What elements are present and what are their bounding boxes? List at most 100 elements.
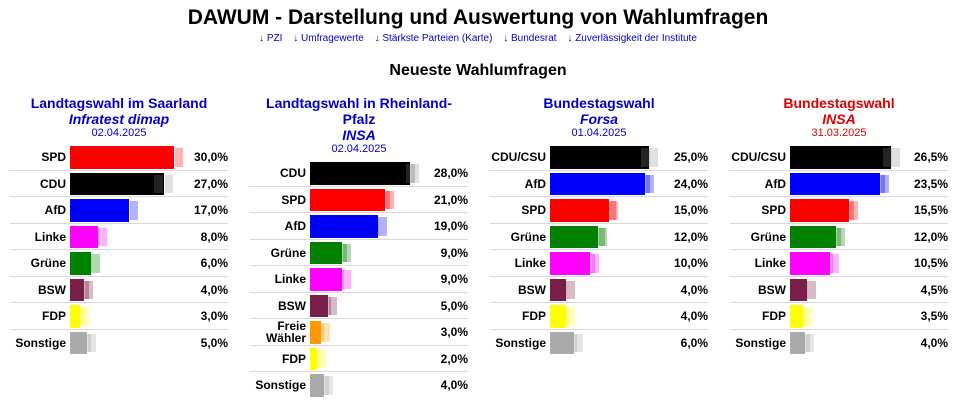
result-row: Sonstige 6,0% bbox=[490, 330, 708, 357]
result-bar bbox=[790, 331, 806, 354]
result-value: 12,0% bbox=[673, 229, 708, 244]
trend-marker bbox=[320, 376, 330, 395]
trend-marker bbox=[641, 148, 651, 167]
result-bar bbox=[70, 305, 81, 328]
result-bar bbox=[790, 172, 880, 195]
nav-link-label: Zuverlässigkeit der Institute bbox=[575, 33, 697, 44]
result-value: 27,0% bbox=[193, 176, 228, 191]
poll-panel: Landtagswahl im Saarland Infratest dimap 0… bbox=[10, 95, 228, 356]
result-row: AfD 24,0% bbox=[490, 171, 708, 198]
result-bar bbox=[310, 188, 385, 211]
nav-link-bundesrat[interactable]: ↓ Bundesrat bbox=[503, 33, 556, 44]
result-value: 4,0% bbox=[440, 378, 468, 393]
result-bar bbox=[70, 278, 84, 301]
result-row: BSW 4,0% bbox=[10, 277, 228, 304]
result-bar bbox=[790, 252, 831, 275]
poll-title[interactable]: Bundestagswahl bbox=[783, 95, 895, 111]
trend-marker bbox=[378, 217, 387, 236]
result-row: CDU/CSU 25,0% bbox=[490, 144, 708, 171]
trend-marker bbox=[343, 270, 352, 289]
result-bar bbox=[550, 278, 566, 301]
result-bar bbox=[550, 305, 566, 328]
trend-marker bbox=[797, 307, 807, 326]
trend-marker bbox=[343, 243, 352, 262]
result-bar bbox=[70, 199, 129, 222]
trend-marker bbox=[806, 333, 815, 352]
nav-link-pzi[interactable]: ↓ PZI bbox=[259, 33, 282, 44]
trend-marker bbox=[610, 201, 619, 220]
arrow-down-icon: ↓ bbox=[567, 33, 573, 44]
result-bar bbox=[790, 146, 891, 169]
trend-marker bbox=[557, 280, 567, 299]
result-row: SPD 21,0% bbox=[250, 187, 468, 214]
result-value: 8,0% bbox=[200, 229, 228, 244]
result-row: AfD 23,5% bbox=[730, 171, 948, 198]
poll-institute[interactable]: INSA bbox=[822, 111, 856, 127]
trend-marker bbox=[84, 280, 93, 299]
result-bar bbox=[790, 225, 836, 248]
trend-marker bbox=[325, 376, 334, 395]
trend-marker bbox=[334, 270, 344, 289]
trend-marker bbox=[81, 307, 90, 326]
poll-title[interactable]: Landtagswahl im Saarland bbox=[30, 95, 208, 111]
trend-marker bbox=[799, 280, 809, 299]
nav-link-umfragewerte[interactable]: ↓ Umfragewerte bbox=[293, 33, 364, 44]
result-row: Linke 9,0% bbox=[250, 266, 468, 293]
trend-marker bbox=[164, 148, 174, 167]
nav-link-zuverlaessigkeit[interactable]: ↓ Zuverlässigkeit der Institute bbox=[567, 33, 697, 44]
poll-institute[interactable]: Forsa bbox=[579, 111, 619, 127]
trend-marker bbox=[824, 254, 834, 273]
result-bar bbox=[70, 172, 164, 195]
result-value: 4,0% bbox=[680, 282, 708, 297]
party-name: Linke bbox=[514, 256, 546, 271]
result-row: FDP 3,0% bbox=[10, 303, 228, 330]
result-bar bbox=[310, 374, 325, 397]
poll-results: CDU/CSU 26,5% AfD 23,5% SPD 15,5% Grüne 12,0% Li… bbox=[730, 144, 948, 356]
party-name: SPD bbox=[41, 150, 66, 165]
trend-marker bbox=[574, 333, 583, 352]
trend-marker bbox=[559, 307, 569, 326]
trend-marker bbox=[892, 148, 900, 167]
poll-results: CDU/CSU 25,0% AfD 24,0% SPD 15,0% Grüne 12,0% Li… bbox=[490, 144, 708, 356]
result-row: SPD 30,0% bbox=[10, 144, 228, 171]
nav-link-karte[interactable]: ↓ Stärkste Parteien (Karte) bbox=[375, 33, 493, 44]
result-row: BSW 4,0% bbox=[490, 277, 708, 304]
poll-institute[interactable]: Infratest dimap bbox=[68, 111, 170, 127]
trend-marker bbox=[370, 217, 380, 236]
party-name: CDU bbox=[280, 166, 306, 181]
result-row: BSW 5,0% bbox=[250, 293, 468, 320]
poll-title[interactable]: Landtagswahl in Rheinland-Pfalz bbox=[266, 95, 452, 127]
party-name: Sonstige bbox=[495, 335, 546, 350]
trend-marker bbox=[318, 349, 327, 368]
poll-institute[interactable]: INSA bbox=[342, 127, 376, 143]
result-value: 10,0% bbox=[673, 256, 708, 271]
party-name: BSW bbox=[758, 282, 786, 297]
trend-marker bbox=[831, 227, 841, 246]
poll-date: 01.04.2025 bbox=[571, 127, 627, 139]
result-row: Linke 10,0% bbox=[490, 250, 708, 277]
poll-title[interactable]: Bundestagswahl bbox=[543, 95, 655, 111]
poll-date: 02.04.2025 bbox=[331, 143, 387, 155]
result-value: 2,0% bbox=[440, 351, 468, 366]
result-row: Freie Wähler 3,0% bbox=[250, 319, 468, 346]
trend-marker bbox=[321, 323, 330, 342]
result-row: FDP 2,0% bbox=[250, 346, 468, 373]
party-name: FDP bbox=[282, 351, 306, 366]
party-name: Linke bbox=[274, 272, 306, 287]
result-value: 3,0% bbox=[200, 309, 228, 324]
result-row: BSW 4,5% bbox=[730, 277, 948, 304]
trend-marker bbox=[566, 280, 575, 299]
party-name: SPD bbox=[281, 192, 306, 207]
trend-marker bbox=[311, 349, 321, 368]
trend-marker bbox=[650, 148, 658, 167]
result-row: Grüne 9,0% bbox=[250, 240, 468, 267]
trend-marker bbox=[338, 243, 348, 262]
result-bar bbox=[790, 199, 850, 222]
party-name: Linke bbox=[754, 256, 786, 271]
trend-marker bbox=[154, 174, 164, 193]
result-value: 26,5% bbox=[913, 150, 948, 165]
trend-marker bbox=[164, 174, 173, 193]
trend-marker bbox=[598, 227, 607, 246]
trend-marker bbox=[850, 201, 859, 220]
party-name: Grüne bbox=[750, 229, 786, 244]
